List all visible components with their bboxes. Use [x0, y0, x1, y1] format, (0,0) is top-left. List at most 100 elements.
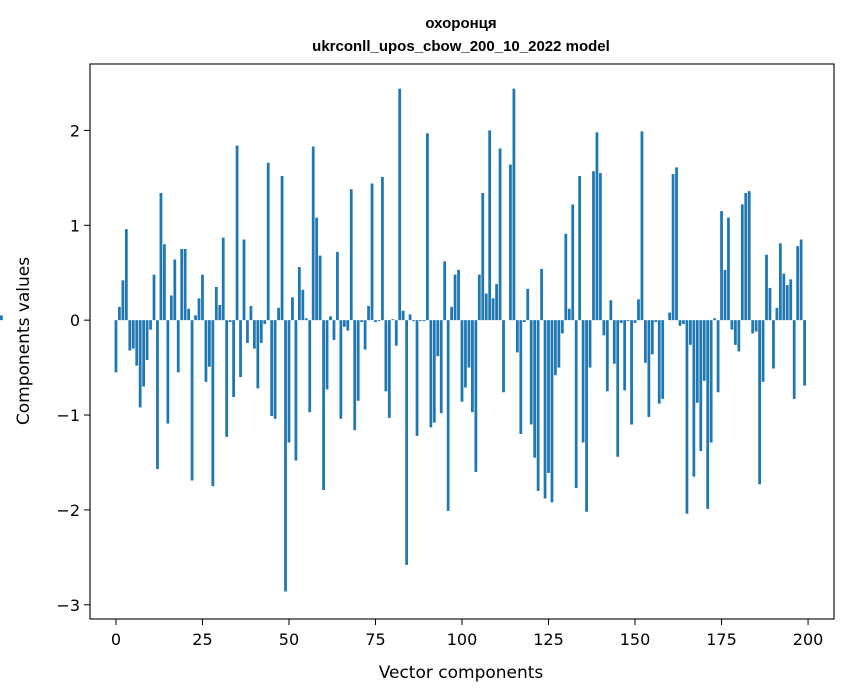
bar-110	[495, 284, 498, 321]
bar-32	[225, 320, 229, 437]
bar-22	[190, 320, 194, 481]
bar-62	[329, 316, 332, 321]
bar-117	[519, 320, 523, 434]
bar-199	[803, 320, 806, 386]
bar-78	[384, 320, 388, 392]
bar-95	[443, 261, 447, 321]
bar-81	[394, 320, 398, 346]
bar-109	[491, 298, 495, 321]
bar-51	[291, 297, 294, 321]
bar-33	[228, 320, 232, 323]
bar-175	[720, 211, 723, 321]
chart-subtitle: ukrconll_upos_cbow_200_10_2022 model	[312, 38, 610, 55]
bar-196	[792, 320, 796, 399]
bar-88	[419, 320, 422, 322]
bar-45	[270, 320, 274, 416]
y-axis-ticks: −3 −2 −1 0 1 2	[56, 121, 90, 615]
bar-80	[391, 319, 395, 321]
bar-116	[515, 320, 519, 353]
bar-138	[592, 171, 595, 321]
bar-73	[367, 305, 370, 321]
bar-37	[242, 239, 246, 321]
bar-149	[630, 320, 633, 425]
bar-39	[249, 305, 253, 321]
bar-52	[294, 320, 298, 461]
bar-85	[408, 314, 412, 321]
bar-168	[695, 320, 699, 403]
bar-118	[522, 320, 526, 323]
bar-50	[287, 320, 291, 443]
bar-152	[640, 131, 644, 321]
bar-198	[799, 239, 803, 321]
y-axis-label: Components values	[14, 257, 34, 425]
bar-86	[412, 320, 415, 322]
bar-163	[678, 320, 682, 326]
bar-124	[543, 320, 547, 499]
bar-59	[318, 255, 322, 321]
bar-99	[457, 269, 460, 321]
bar-26	[204, 320, 208, 382]
bar-28	[211, 320, 215, 487]
bar-68	[349, 189, 353, 321]
bar-90	[426, 133, 429, 321]
bar-131	[567, 308, 571, 321]
x-tick-label-125: 125	[533, 630, 564, 649]
bar-114	[509, 164, 512, 321]
bar-1	[118, 306, 121, 321]
bar-19	[180, 249, 184, 321]
bar-6	[135, 320, 139, 366]
bar-170	[702, 320, 706, 381]
bar-41	[256, 320, 260, 389]
x-tick-label-75: 75	[365, 630, 385, 649]
bar-195	[789, 279, 793, 321]
bar-182	[744, 193, 748, 321]
bar-193	[782, 273, 786, 321]
bar-91	[429, 320, 433, 428]
bar-105	[477, 274, 481, 321]
bar-48	[280, 175, 284, 321]
bar-188	[765, 254, 768, 321]
bar-94	[439, 320, 443, 414]
bar-76	[377, 320, 381, 322]
bar-148	[626, 320, 630, 322]
bar-53	[297, 267, 301, 321]
bar-87	[415, 320, 419, 436]
bar-166	[689, 320, 692, 345]
bar-30	[218, 304, 222, 321]
bar-49	[284, 320, 287, 592]
bars-group	[0, 88, 806, 592]
y-tick-label-0: 0	[70, 311, 80, 330]
bar-108	[488, 130, 492, 321]
bar-101	[464, 320, 467, 388]
bar-125	[547, 320, 550, 473]
bar-21	[187, 308, 191, 321]
bar-150	[633, 320, 637, 323]
bar-134	[578, 175, 582, 321]
x-tick-label-200: 200	[793, 630, 824, 649]
bar-161	[671, 174, 675, 321]
bar-103	[471, 320, 474, 413]
bar-38	[246, 320, 249, 343]
bar-43	[263, 320, 267, 324]
bar-165	[685, 320, 689, 514]
bar-67	[346, 320, 350, 331]
bar-127	[554, 320, 557, 376]
bar-106	[481, 193, 485, 321]
bar-190	[772, 320, 775, 369]
bar-undefined	[0, 315, 3, 321]
bar-121	[533, 320, 537, 458]
bar-141	[602, 320, 606, 336]
bar-29	[214, 286, 218, 321]
bar-24	[197, 298, 201, 321]
bar-145	[616, 320, 620, 457]
bar-100	[460, 320, 464, 402]
bar-115	[512, 88, 516, 321]
bar-120	[529, 320, 533, 425]
bar-183	[747, 191, 751, 321]
bar-169	[699, 320, 703, 452]
bar-189	[768, 287, 772, 321]
bar-15	[166, 320, 170, 424]
bar-79	[387, 320, 391, 418]
bar-137	[588, 320, 592, 368]
bar-20	[183, 249, 187, 321]
